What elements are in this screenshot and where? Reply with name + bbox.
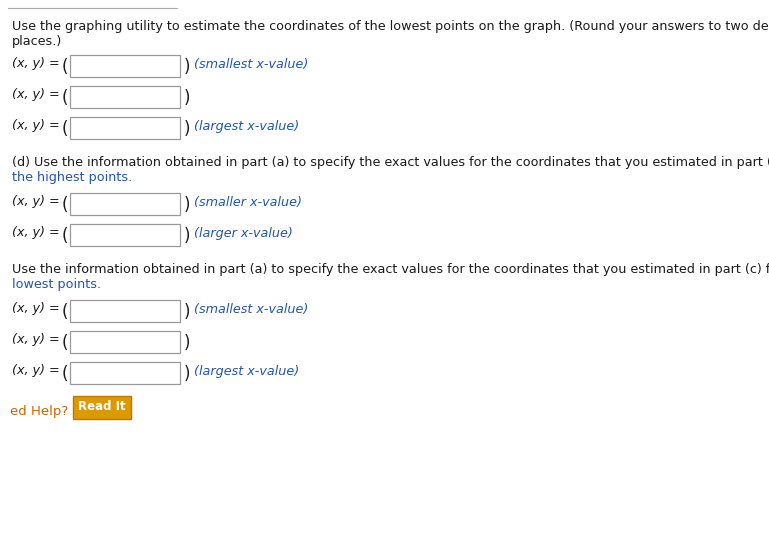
Text: (: ( — [62, 58, 68, 76]
FancyBboxPatch shape — [70, 362, 180, 384]
Text: (x, y) =: (x, y) = — [12, 195, 60, 208]
Text: the highest points.: the highest points. — [12, 171, 132, 184]
FancyBboxPatch shape — [70, 117, 180, 139]
Text: ): ) — [184, 196, 191, 214]
Text: (: ( — [62, 365, 68, 383]
Text: (: ( — [62, 120, 68, 138]
Text: ): ) — [184, 58, 191, 76]
Text: ): ) — [184, 303, 191, 321]
Text: Use the graphing utility to estimate the coordinates of the lowest points on the: Use the graphing utility to estimate the… — [12, 20, 769, 33]
Text: (x, y) =: (x, y) = — [12, 226, 60, 239]
Text: ): ) — [184, 334, 191, 352]
Text: (x, y) =: (x, y) = — [12, 88, 60, 101]
Text: (x, y) =: (x, y) = — [12, 119, 60, 132]
Text: (: ( — [62, 196, 68, 214]
Text: ): ) — [184, 365, 191, 383]
FancyBboxPatch shape — [70, 193, 180, 215]
Text: ): ) — [184, 120, 191, 138]
Text: (d) Use the information obtained in part (a) to specify the exact values for the: (d) Use the information obtained in part… — [12, 156, 769, 169]
Text: places.): places.) — [12, 35, 62, 48]
Text: (x, y) =: (x, y) = — [12, 302, 60, 315]
Text: (x, y) =: (x, y) = — [12, 333, 60, 346]
Text: Use the information obtained in part (a) to specify the exact values for the coo: Use the information obtained in part (a)… — [12, 263, 769, 276]
Text: Read It: Read It — [78, 400, 125, 413]
Text: (: ( — [62, 303, 68, 321]
Text: (smaller x-value): (smaller x-value) — [194, 196, 302, 209]
Text: (smallest x-value): (smallest x-value) — [194, 303, 308, 316]
Text: ed Help?: ed Help? — [10, 405, 68, 418]
Text: (larger x-value): (larger x-value) — [194, 227, 293, 240]
FancyBboxPatch shape — [70, 55, 180, 77]
FancyBboxPatch shape — [72, 396, 131, 418]
Text: (x, y) =: (x, y) = — [12, 364, 60, 377]
Text: (largest x-value): (largest x-value) — [194, 120, 299, 133]
Text: (: ( — [62, 227, 68, 245]
FancyBboxPatch shape — [70, 224, 180, 246]
Text: (: ( — [62, 334, 68, 352]
FancyBboxPatch shape — [70, 300, 180, 322]
Text: (: ( — [62, 89, 68, 107]
Text: (smallest x-value): (smallest x-value) — [194, 58, 308, 71]
Text: lowest points.: lowest points. — [12, 278, 102, 291]
Text: ): ) — [184, 227, 191, 245]
Text: (x, y) =: (x, y) = — [12, 57, 60, 70]
Text: ): ) — [184, 89, 191, 107]
Text: (largest x-value): (largest x-value) — [194, 365, 299, 378]
FancyBboxPatch shape — [70, 331, 180, 353]
FancyBboxPatch shape — [70, 86, 180, 108]
